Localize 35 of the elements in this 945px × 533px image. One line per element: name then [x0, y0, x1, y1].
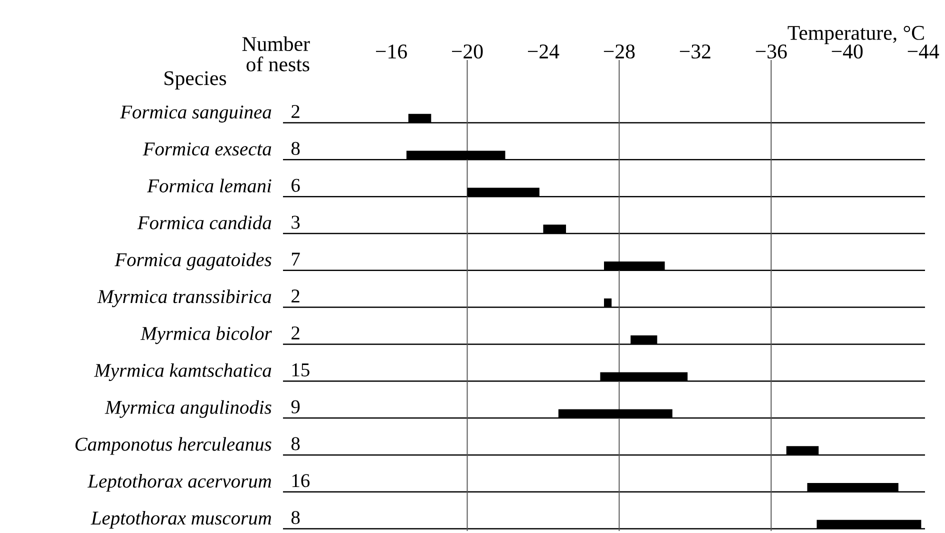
x-tick-label: −28 — [604, 44, 635, 59]
x-tick-label: −36 — [756, 44, 787, 59]
y-tick-label: Myrmica bicolor — [140, 326, 272, 344]
y-tick-label: Leptothorax muscorum — [90, 510, 272, 529]
annotation: 9 — [291, 400, 300, 414]
annotation: 15 — [292, 363, 310, 376]
y-tick-label: Myrmica angulinodis — [104, 400, 272, 418]
annotation: 6 — [292, 178, 300, 192]
annotation: 8 — [291, 437, 300, 450]
y-tick-label: Formica candida — [137, 216, 272, 230]
text: Species — [164, 71, 226, 90]
annotation: 16 — [292, 474, 310, 488]
annotation: 8 — [291, 510, 300, 524]
y-tick-label: Myrmica kamtschatica — [94, 363, 272, 382]
y-tick-label: Leptothorax acervorum — [88, 474, 272, 492]
x-tick-label: −40 — [832, 44, 863, 59]
x-tick-label: −20 — [452, 44, 483, 59]
annotation: 7 — [292, 252, 300, 266]
x-axis-title: Temperature, °C — [788, 26, 924, 44]
annotation: Number of nests — [242, 36, 310, 72]
annotation: 2 — [292, 290, 300, 302]
y-tick-label: Formica sanguinea — [120, 106, 272, 123]
annotation: 2 — [292, 326, 300, 340]
y-tick-label: Formica exsecta — [142, 142, 272, 156]
x-tick-label: −16 — [376, 44, 407, 59]
annotation: 2 — [292, 104, 300, 118]
y-tick-label: Myrmica transsibirica — [97, 289, 272, 308]
annotation: 3 — [292, 216, 300, 229]
x-tick-label: −32 — [680, 44, 710, 59]
x-tick-label: −44 — [908, 44, 940, 58]
y-tick-label: Formica lemani — [147, 178, 272, 192]
y-tick-label: Camponotus herculeanus — [75, 437, 272, 455]
annotation: 8 — [291, 142, 300, 155]
x-tick-label: −24 — [528, 44, 560, 58]
y-tick-label: Formica gagatoides — [114, 252, 272, 270]
